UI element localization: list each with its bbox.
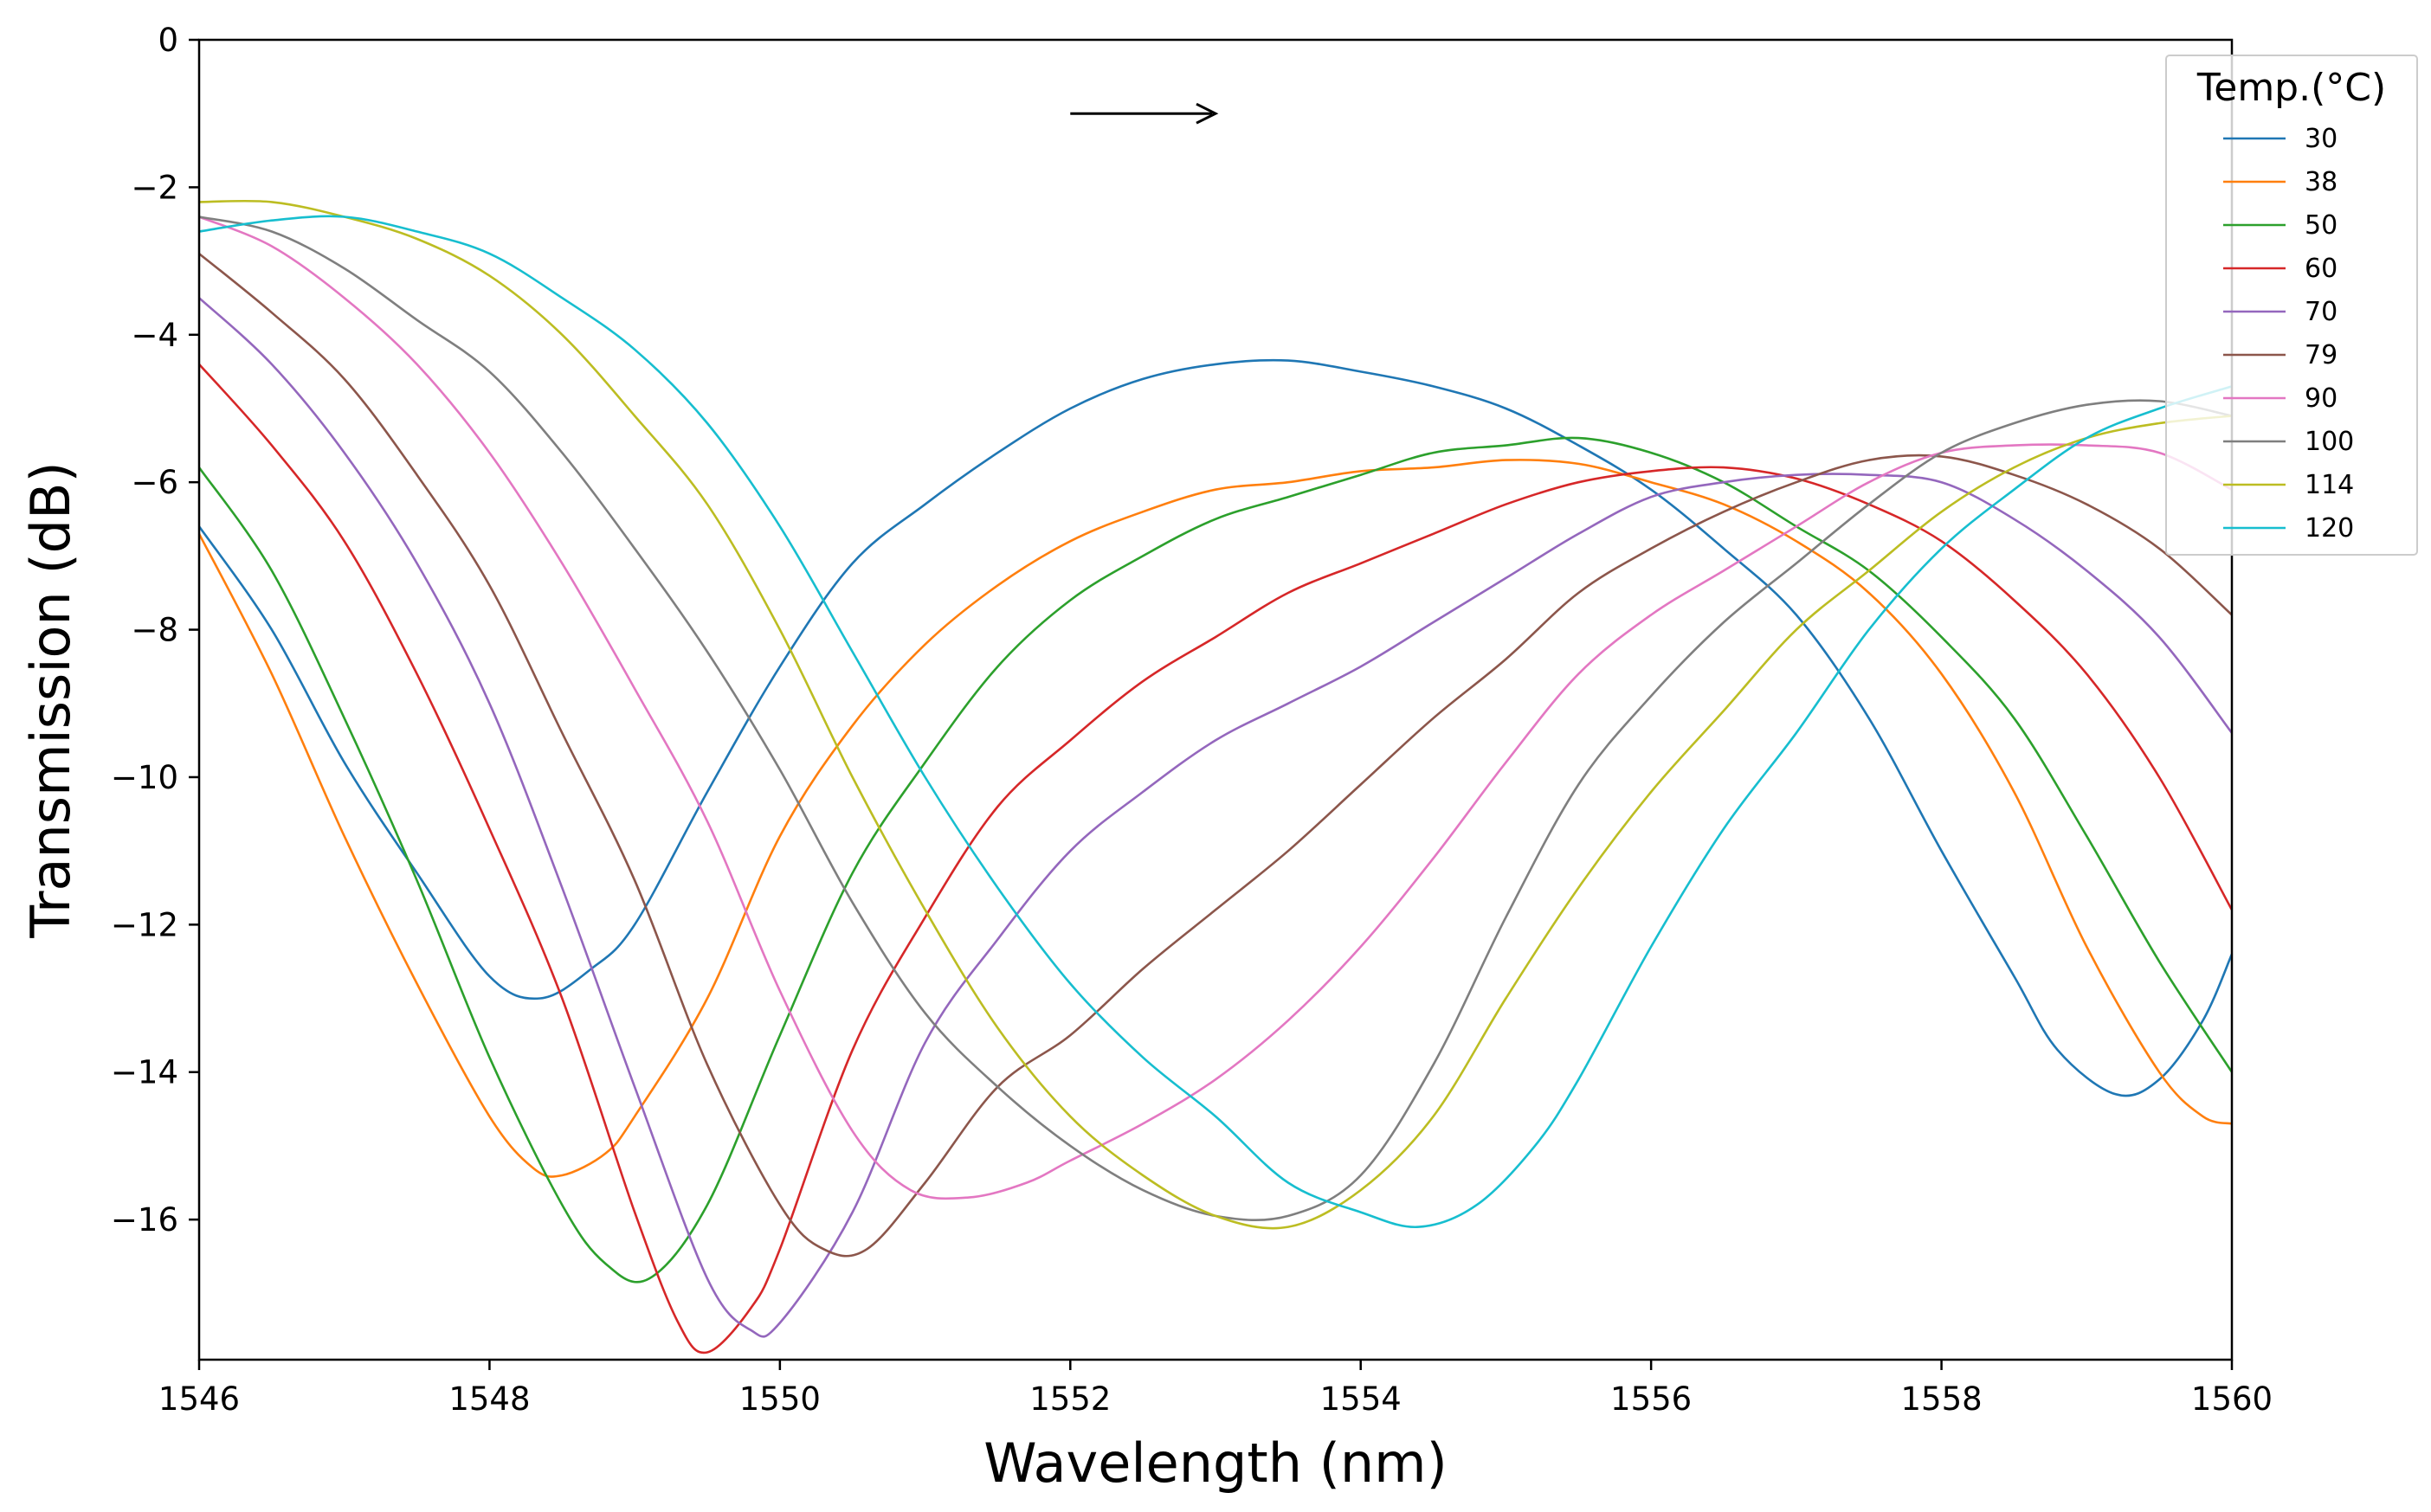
x-tick-label: 1558	[1900, 1380, 1982, 1418]
y-axis-title: Transmission (dB)	[19, 461, 82, 939]
y-tick-label: 0	[158, 22, 178, 59]
x-tick-label: 1546	[158, 1380, 240, 1418]
legend-label-120: 120	[2305, 513, 2354, 544]
y-tick-label: −6	[131, 464, 178, 501]
y-tick-label: −4	[131, 317, 178, 354]
series-line-38	[197, 459, 2233, 1178]
y-tick-label: −10	[111, 759, 178, 796]
legend-title: Temp.(°C)	[2196, 66, 2386, 110]
x-tick-label: 1556	[1610, 1380, 1692, 1418]
y-tick-label: −16	[111, 1201, 178, 1239]
x-tick-label: 1554	[1320, 1380, 1402, 1418]
series-line-114	[198, 199, 2233, 1230]
legend-label-70: 70	[2305, 297, 2338, 327]
ticks-layer: 1546 1548 1550 1552 1554 1556 1558 1560 0 −2 −4 −6 −…	[111, 22, 2273, 1418]
series-line-90	[198, 216, 2233, 1200]
series-line-30	[197, 358, 2234, 1097]
legend-label-60: 60	[2305, 254, 2338, 284]
plot-frame	[197, 38, 2234, 1361]
y-tick-label: −12	[111, 906, 178, 943]
x-axis-title: Wavelength (nm)	[983, 1432, 1448, 1495]
legend-label-114: 114	[2305, 470, 2354, 500]
series-layer	[197, 199, 2234, 1354]
series-line-79	[198, 253, 2233, 1258]
series-line-50	[197, 436, 2234, 1284]
legend-box	[2165, 55, 2418, 556]
series-line-100	[198, 216, 2233, 1221]
legend-label-90: 90	[2305, 383, 2338, 414]
x-tick-label: 1548	[448, 1380, 530, 1418]
x-tick-label: 1552	[1029, 1380, 1111, 1418]
x-tick-label: 1560	[2191, 1380, 2273, 1418]
legend-label-79: 79	[2305, 340, 2338, 370]
series-line-60	[198, 364, 2234, 1354]
legend-label-50: 50	[2305, 210, 2338, 241]
annotation-layer	[1070, 102, 1219, 125]
legend: Temp.(°C) 30 38 50 60 70 79 90 100 114 120	[2165, 55, 2418, 556]
legend-label-30: 30	[2305, 124, 2338, 154]
arrow-annotation-head	[1196, 102, 1219, 125]
series-line-120	[198, 215, 2233, 1228]
legend-label-100: 100	[2305, 427, 2354, 457]
series-line-70	[198, 297, 2234, 1338]
x-tick-label: 1550	[739, 1380, 821, 1418]
y-tick-label: −8	[131, 612, 178, 649]
y-tick-label: −14	[111, 1054, 178, 1091]
y-tick-label: −2	[131, 169, 178, 206]
legend-items: 30 38 50 60 70 79 90 100 114 120	[2223, 124, 2354, 544]
legend-label-38: 38	[2305, 167, 2338, 197]
